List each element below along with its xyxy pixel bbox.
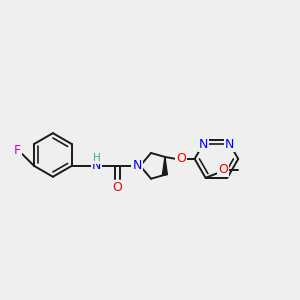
Text: N: N: [225, 139, 234, 152]
Text: H: H: [93, 153, 101, 163]
Polygon shape: [162, 157, 167, 175]
Text: F: F: [14, 143, 21, 157]
Text: N: N: [199, 139, 208, 152]
Text: N: N: [133, 159, 142, 172]
Text: N: N: [92, 159, 101, 172]
Text: O: O: [176, 152, 186, 165]
Text: O: O: [218, 164, 228, 176]
Text: O: O: [112, 181, 122, 194]
